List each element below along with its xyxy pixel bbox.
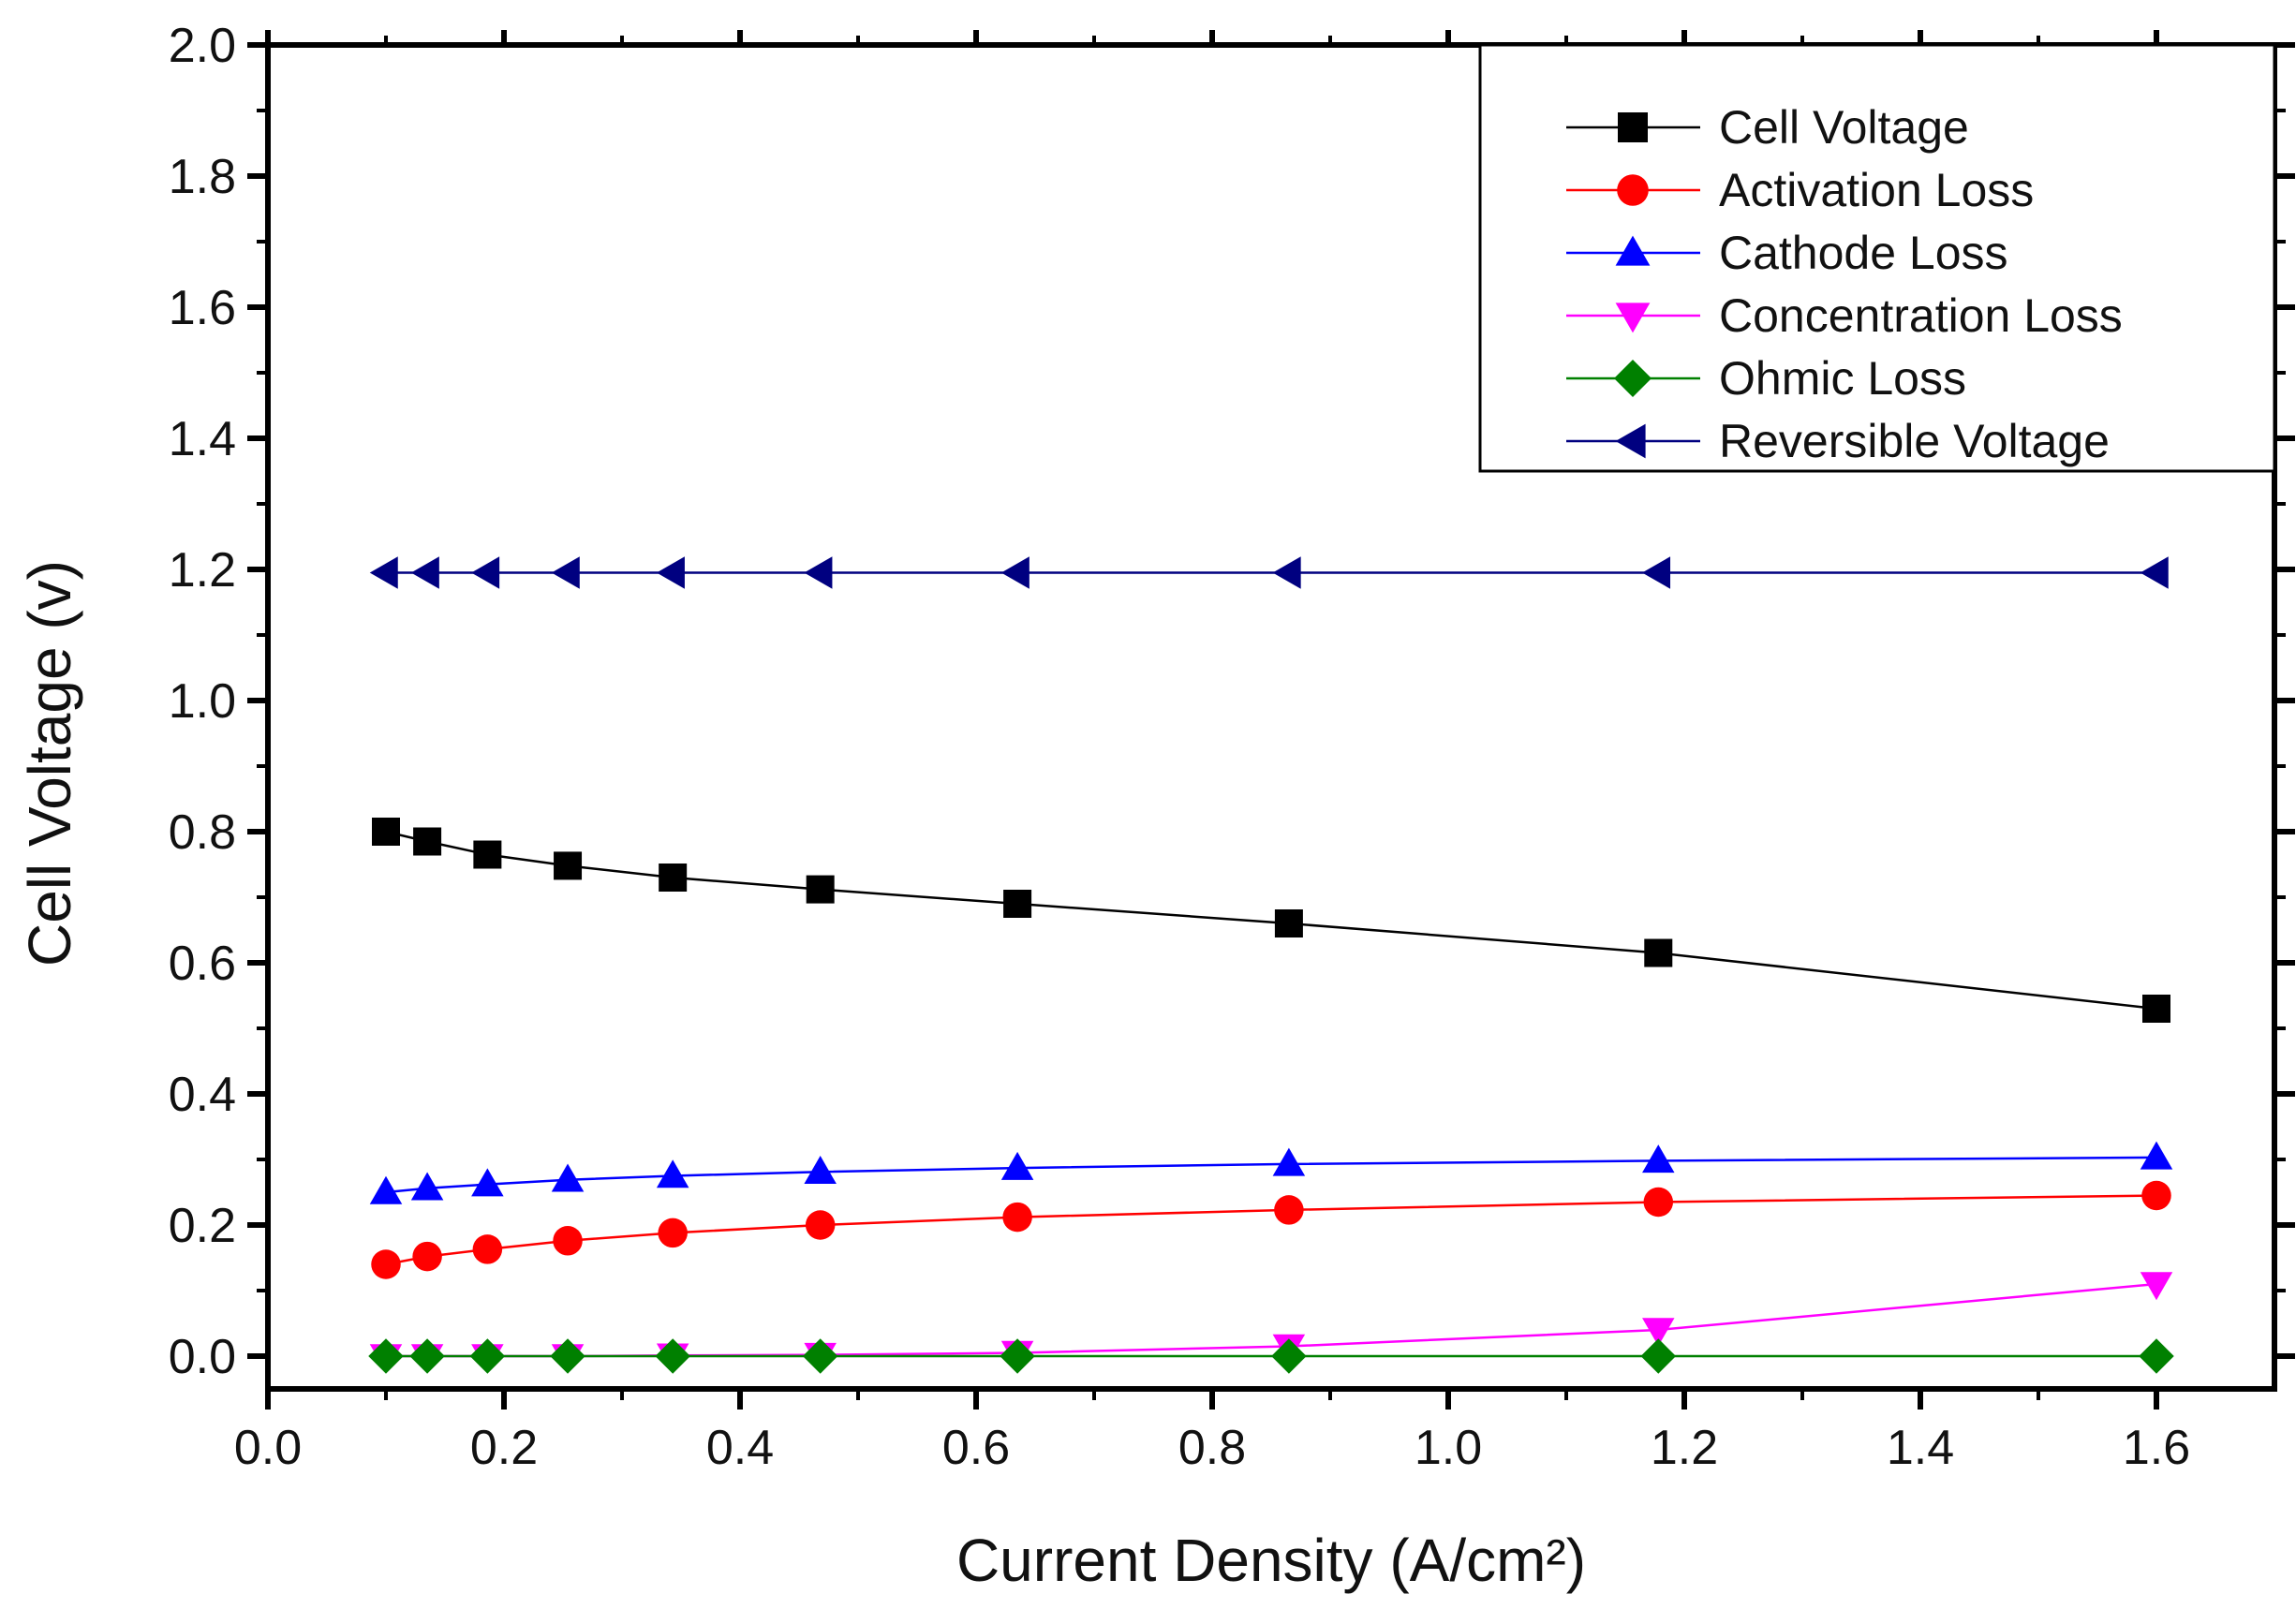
legend-marker-reversible-voltage — [1615, 423, 1646, 459]
data-point-cathode-loss — [410, 1172, 444, 1201]
data-point-ohmic-loss — [1000, 1338, 1035, 1374]
data-point-concentration-loss — [1642, 1318, 1675, 1347]
y-tick-label: 1.6 — [169, 281, 236, 335]
data-point-cell-voltage — [806, 875, 835, 904]
data-point-ohmic-loss — [802, 1338, 838, 1374]
y-tick-label: 0.8 — [169, 805, 236, 860]
data-point-cathode-loss — [656, 1159, 689, 1188]
data-point-ohmic-loss — [469, 1338, 506, 1374]
x-tick-label: 1.2 — [1651, 1421, 1718, 1475]
data-point-cell-voltage — [1274, 909, 1303, 937]
data-point-activation-loss — [472, 1234, 503, 1264]
data-point-reversible-voltage — [1272, 556, 1301, 589]
data-point-reversible-voltage — [804, 556, 833, 589]
legend-marker-concentration-loss — [1615, 303, 1651, 333]
y-axis-title: Cell Voltage (v) — [16, 560, 83, 967]
y-tick-label: 2.0 — [169, 19, 236, 73]
data-point-cathode-loss — [1272, 1147, 1306, 1176]
data-point-activation-loss — [553, 1226, 583, 1256]
y-tick-label: 1.4 — [169, 412, 236, 466]
data-point-activation-loss — [1643, 1187, 1674, 1218]
data-point-concentration-loss — [2140, 1272, 2173, 1301]
x-tick-label: 0.8 — [1178, 1421, 1246, 1475]
data-point-cell-voltage — [1003, 890, 1032, 918]
x-tick-label: 1.4 — [1887, 1421, 1954, 1475]
data-point-cathode-loss — [1642, 1144, 1675, 1174]
data-point-ohmic-loss — [368, 1338, 404, 1374]
legend-label-ohmic-loss: Ohmic Loss — [1719, 352, 1966, 405]
data-point-cell-voltage — [1644, 938, 1673, 967]
data-point-activation-loss — [2141, 1180, 2171, 1211]
data-point-cathode-loss — [804, 1156, 837, 1185]
data-point-ohmic-loss — [550, 1338, 585, 1374]
x-tick-label: 0.6 — [942, 1421, 1010, 1475]
data-point-reversible-voltage — [1642, 556, 1671, 589]
x-tick-label: 1.0 — [1415, 1421, 1482, 1475]
data-point-ohmic-loss — [409, 1338, 445, 1374]
data-point-cathode-loss — [551, 1163, 585, 1192]
y-tick-label: 0.0 — [169, 1330, 236, 1384]
legend-label-cell-voltage: Cell Voltage — [1719, 101, 1969, 154]
data-point-cell-voltage — [2142, 995, 2170, 1023]
y-tick-label: 1.8 — [169, 150, 236, 204]
data-point-cell-voltage — [372, 818, 400, 846]
data-point-cathode-loss — [2140, 1141, 2173, 1170]
data-point-ohmic-loss — [2139, 1338, 2174, 1374]
data-point-cathode-loss — [471, 1168, 504, 1197]
data-point-activation-loss — [1002, 1202, 1032, 1233]
data-point-activation-loss — [371, 1249, 401, 1279]
x-tick-label: 1.6 — [2123, 1421, 2190, 1475]
data-point-cell-voltage — [659, 864, 688, 892]
y-tick-label: 0.4 — [169, 1068, 236, 1122]
legend: Cell Voltage Activation Loss Cathode Loss C… — [1478, 43, 2276, 473]
data-point-reversible-voltage — [471, 556, 500, 589]
legend-marker-activation-loss — [1617, 174, 1649, 206]
y-tick-label: 0.6 — [169, 937, 236, 991]
legend-marker-cell-voltage — [1618, 112, 1648, 142]
data-point-reversible-voltage — [2140, 556, 2169, 589]
legend-label-activation-loss: Activation Loss — [1719, 164, 2034, 216]
series-line-cathode-loss — [385, 1156, 2157, 1194]
y-tick-label: 0.2 — [169, 1199, 236, 1253]
data-point-ohmic-loss — [1640, 1338, 1677, 1374]
data-point-reversible-voltage — [551, 556, 580, 589]
legend-label-cathode-loss: Cathode Loss — [1719, 227, 2008, 279]
data-point-activation-loss — [1274, 1195, 1304, 1225]
data-point-cathode-loss — [369, 1175, 403, 1204]
data-point-reversible-voltage — [1000, 556, 1029, 589]
x-axis-title: Current Density (A/cm²) — [956, 1527, 1586, 1594]
data-point-ohmic-loss — [1271, 1338, 1307, 1374]
x-tick-label: 0.2 — [470, 1421, 538, 1475]
y-tick-label: 1.2 — [169, 543, 236, 598]
data-point-reversible-voltage — [410, 556, 439, 589]
data-point-cathode-loss — [1000, 1151, 1034, 1180]
series-line-activation-loss — [385, 1194, 2157, 1266]
data-point-activation-loss — [412, 1241, 442, 1272]
x-tick-label: 0.4 — [706, 1421, 774, 1475]
data-point-cell-voltage — [473, 840, 502, 869]
axis-ticks: 0.0 0.2 0.4 0.6 0.8 1.0 1.2 1.4 1.6 1.8 2.0 0.0 0.2 0… — [169, 19, 2295, 1475]
data-point-cell-voltage — [413, 827, 442, 856]
chart-marks — [368, 556, 2174, 1374]
legend-label-reversible-voltage: Reversible Voltage — [1719, 415, 2110, 467]
data-point-reversible-voltage — [369, 556, 398, 589]
x-tick-label: 0.0 — [234, 1421, 302, 1475]
legend-box — [1478, 43, 2276, 473]
legend-marker-ohmic-loss — [1614, 360, 1652, 397]
data-point-ohmic-loss — [655, 1338, 690, 1374]
legend-marker-cathode-loss — [1615, 235, 1651, 266]
series-line-cell-voltage — [385, 830, 2157, 1011]
y-tick-label: 1.0 — [169, 674, 236, 729]
data-point-cell-voltage — [554, 851, 583, 880]
data-point-activation-loss — [805, 1210, 836, 1240]
data-point-activation-loss — [658, 1218, 688, 1248]
data-point-reversible-voltage — [656, 556, 685, 589]
legend-label-concentration-loss: Concentration Loss — [1719, 289, 2123, 342]
